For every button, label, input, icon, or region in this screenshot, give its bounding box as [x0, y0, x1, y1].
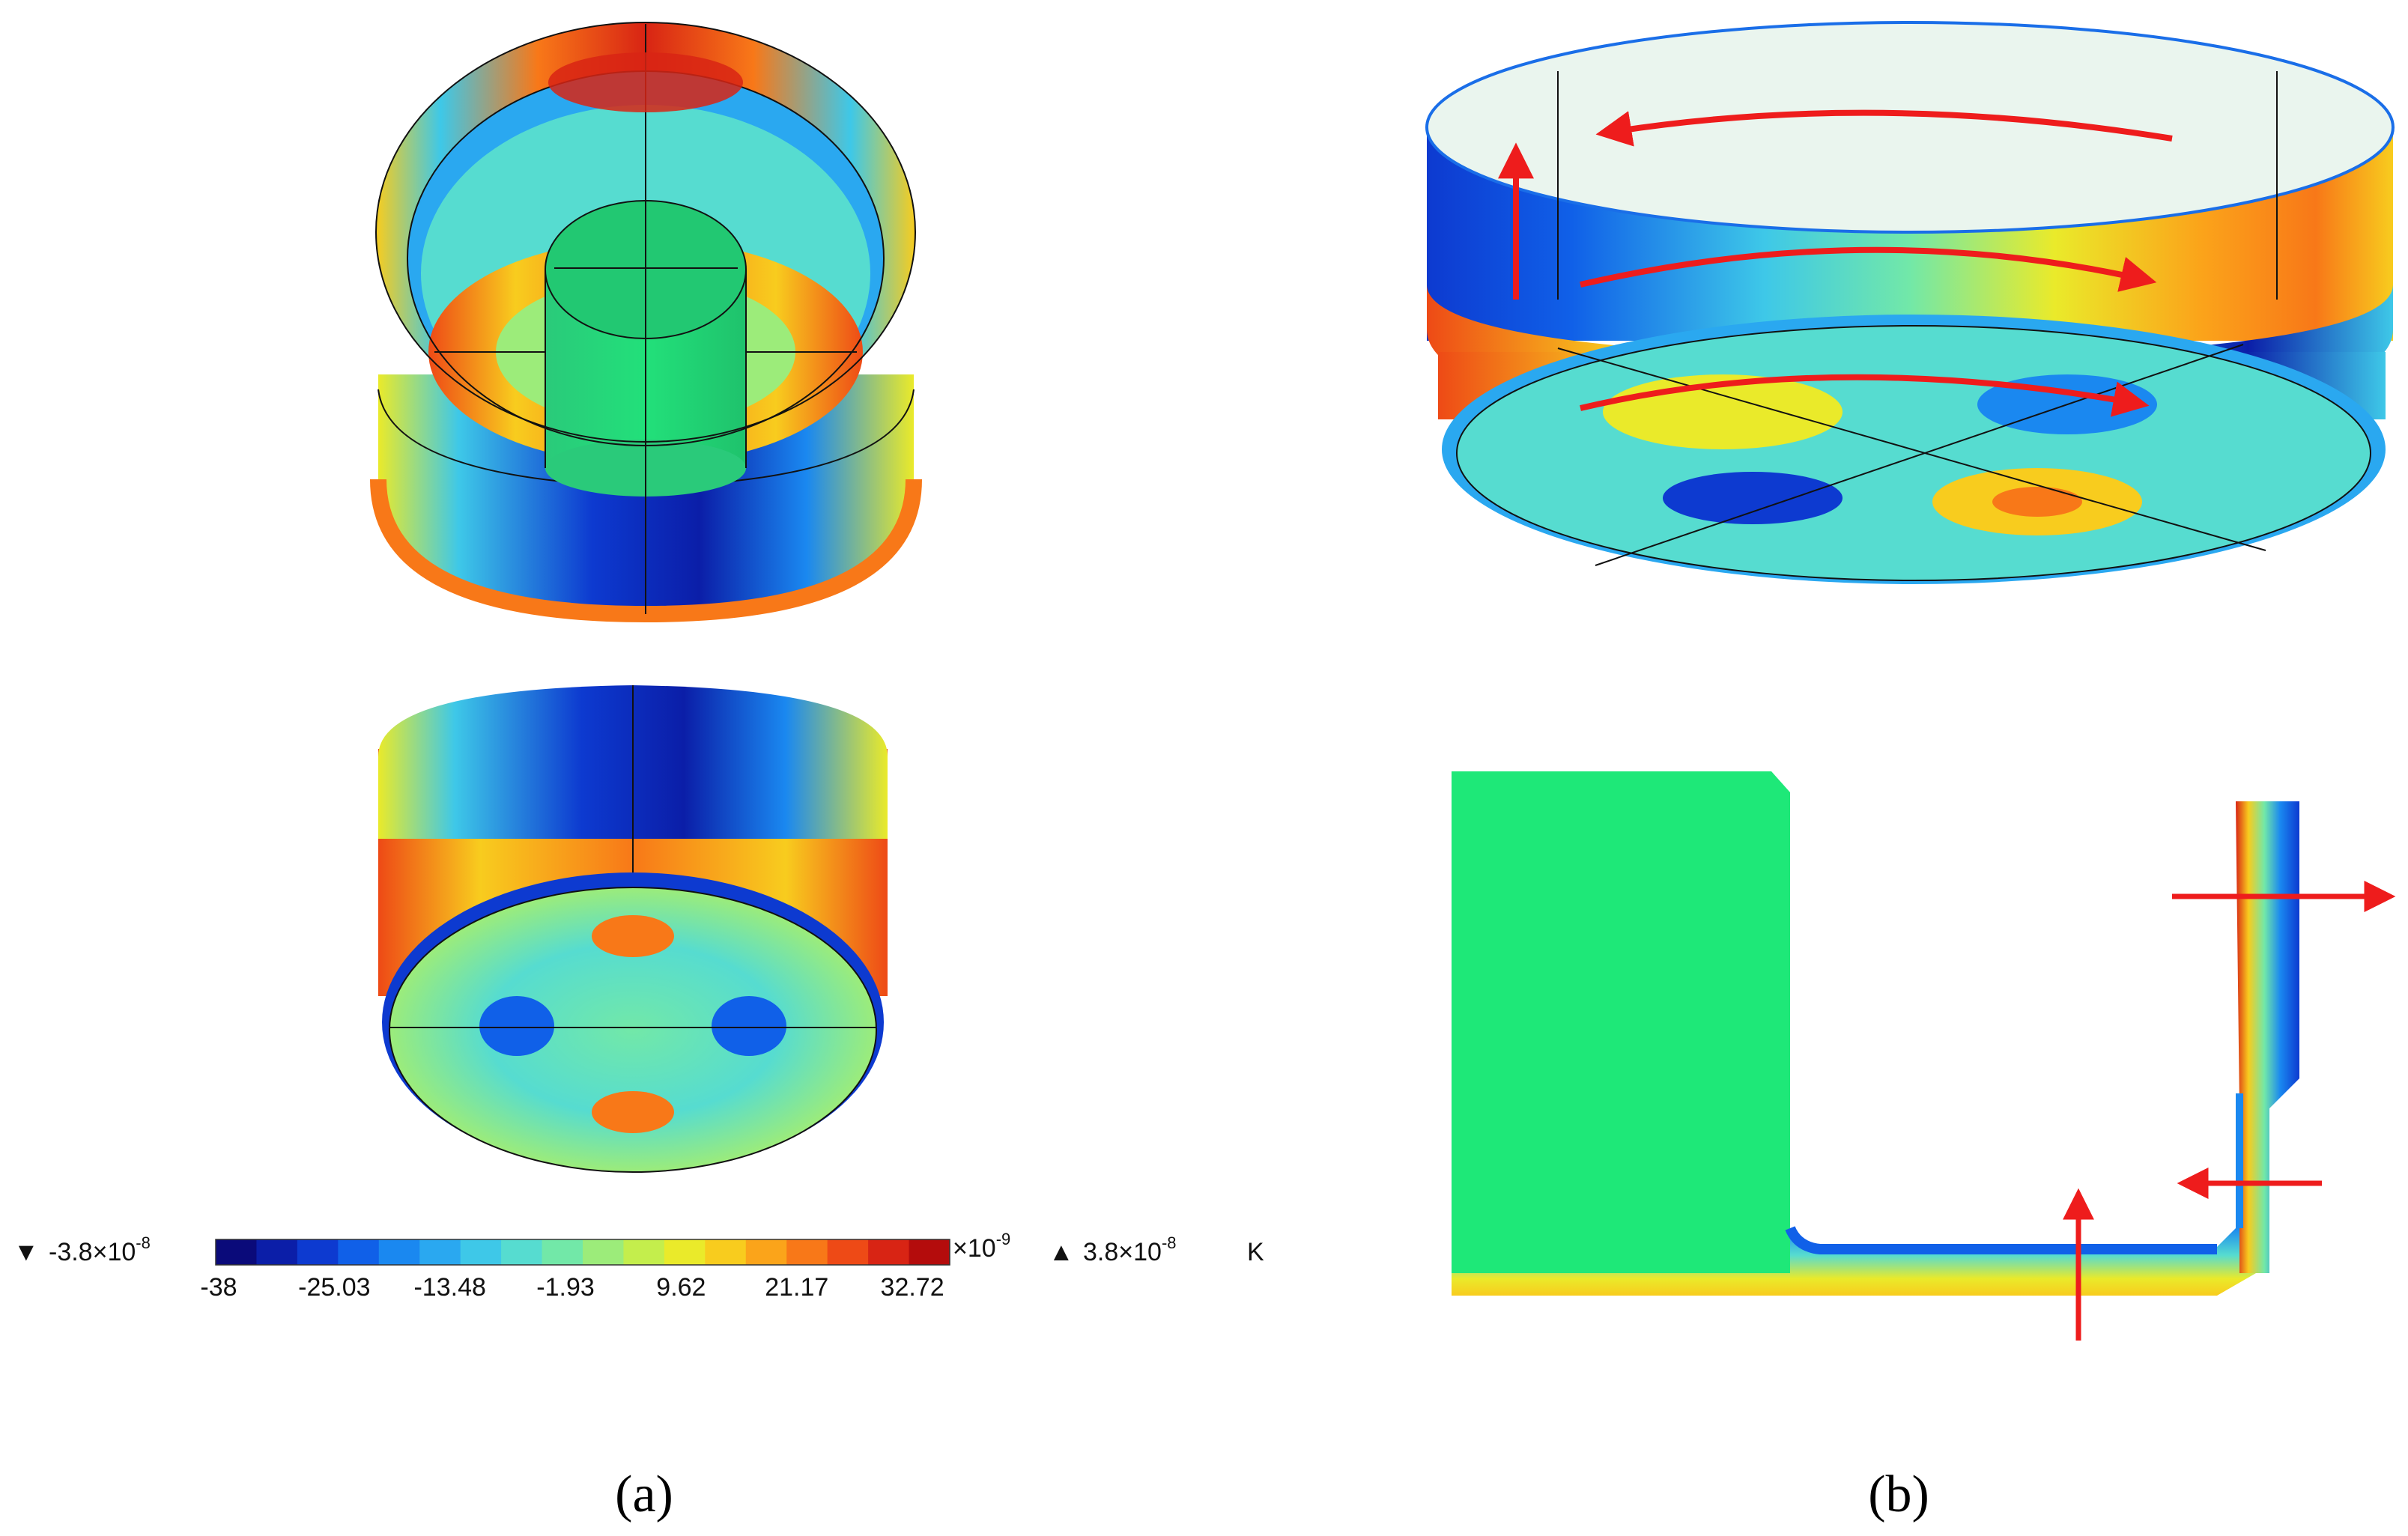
panel-b-cross-section [1452, 771, 2396, 1341]
colorbar-max-text: 3.8×10 [1083, 1238, 1162, 1266]
colorbar-swatch [501, 1239, 543, 1265]
colorbar-swatch [378, 1239, 420, 1265]
colorbar-swatches [216, 1239, 950, 1265]
colorbar-swatch [583, 1239, 624, 1265]
colorbar-multiplier-exp: -9 [996, 1230, 1011, 1248]
colorbar-min-marker: ▼ [13, 1238, 39, 1266]
colorbar-min-label: -3.8×10-8 [49, 1233, 151, 1266]
colorbar-max-label: 3.8×10-8 [1083, 1233, 1177, 1266]
flow-arrow-bottom-right [1580, 374, 2150, 417]
colorbar-min-text: -3.8×10 [49, 1238, 136, 1266]
colorbar-swatch [460, 1239, 502, 1265]
colorbar-max-marker: ▲ [1049, 1238, 1074, 1266]
colorbar-swatch [419, 1239, 461, 1265]
colorbar-swatch [827, 1239, 869, 1265]
colorbar-multiplier-text: ×10 [953, 1234, 996, 1263]
colorbar-swatch [786, 1239, 828, 1265]
colorbar-swatch [338, 1239, 380, 1265]
colorbar-swatch [256, 1239, 298, 1265]
colorbar-min-exp: -8 [136, 1233, 151, 1252]
colorbar-tick-label: 9.62 [656, 1273, 706, 1302]
colorbar-tick-label: 32.72 [881, 1273, 944, 1302]
panel-b-top-model [1425, 21, 2395, 584]
panel-a-top-model [370, 22, 922, 623]
colorbar-swatch [705, 1239, 747, 1265]
colorbar-tick-label: -38 [200, 1273, 237, 1302]
colorbar-multiplier: ×10-9 [953, 1230, 1010, 1263]
colorbar: ▼ -3.8×10-8 -38 -25.03 -13.48 -1.93 9.62 21.1… [13, 1230, 1264, 1302]
flow-arrow-top-left [1595, 109, 2173, 147]
colorbar-tick-label: 21.17 [765, 1273, 828, 1302]
colorbar-tick-label: -13.48 [413, 1273, 485, 1302]
colorbar-swatch [664, 1239, 706, 1265]
colorbar-unit: K [1247, 1238, 1264, 1266]
colorbar-swatch [623, 1239, 665, 1265]
colorbar-tick-label: -1.93 [536, 1273, 595, 1302]
colorbar-swatch [745, 1239, 787, 1265]
colorbar-swatch [909, 1239, 950, 1265]
colorbar-swatch [542, 1239, 583, 1265]
colorbar-tick-labels: -38 -25.03 -13.48 -1.93 9.62 21.17 32.72 [200, 1273, 944, 1302]
panel-a-bottom-model [378, 685, 888, 1173]
colorbar-max-exp: -8 [1162, 1233, 1177, 1252]
colorbar-tick-label: -25.03 [298, 1273, 370, 1302]
colorbar-swatch [297, 1239, 339, 1265]
colorbar-swatch [216, 1239, 257, 1265]
colorbar-swatch [868, 1239, 910, 1265]
flow-arrow-middle-right [1580, 246, 2157, 292]
caption-b: (b) [1868, 1466, 1929, 1523]
caption-a: (a) [615, 1466, 673, 1523]
